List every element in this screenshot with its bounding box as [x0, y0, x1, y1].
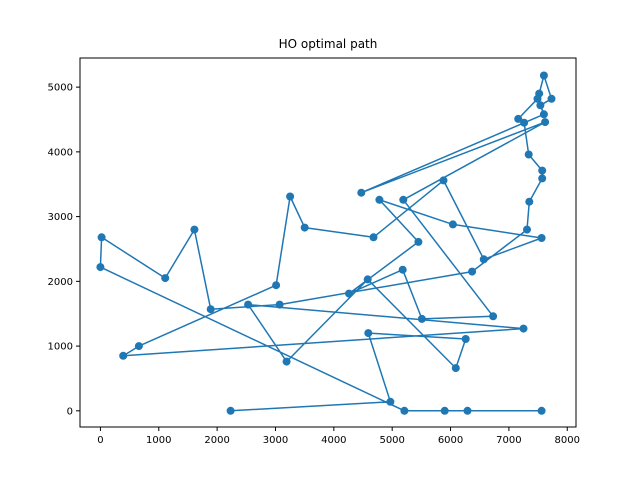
- data-point: [97, 233, 106, 242]
- data-point: [541, 118, 550, 127]
- y-tick-label: 5000: [48, 83, 73, 94]
- x-tick-label: 0: [97, 435, 103, 446]
- series-line: [99, 74, 553, 412]
- data-point: [119, 351, 128, 360]
- data-point: [400, 406, 409, 415]
- x-tick-label: 6000: [438, 435, 463, 446]
- data-point: [364, 329, 373, 338]
- data-point: [451, 364, 460, 373]
- x-tick-label: 2000: [204, 435, 229, 446]
- data-point: [524, 150, 533, 159]
- data-point: [448, 220, 457, 229]
- data-point: [525, 197, 534, 206]
- data-point: [539, 110, 548, 119]
- plot-frame: [79, 57, 577, 428]
- data-point: [272, 281, 281, 290]
- y-tick-label: 1000: [48, 342, 73, 353]
- x-tick-label: 7000: [496, 435, 521, 446]
- data-point: [357, 188, 366, 197]
- data-point: [463, 406, 472, 415]
- data-point: [538, 166, 547, 175]
- y-tick-label: 2000: [48, 277, 73, 288]
- data-point: [479, 255, 488, 264]
- data-point: [375, 195, 384, 204]
- data-point: [275, 300, 284, 309]
- data-point: [161, 274, 170, 283]
- data-point: [399, 195, 408, 204]
- data-point: [468, 267, 477, 276]
- data-point: [533, 94, 542, 103]
- y-tick-label: 4000: [48, 147, 73, 158]
- data-point: [282, 357, 291, 366]
- y-tick-label: 3000: [48, 212, 73, 223]
- data-point: [244, 300, 253, 309]
- data-point: [300, 223, 309, 232]
- data-point: [439, 176, 448, 185]
- data-point: [414, 237, 423, 246]
- data-point: [489, 312, 498, 321]
- data-point: [206, 305, 215, 314]
- chart-title: HO optimal path: [279, 37, 378, 51]
- data-point: [523, 225, 531, 234]
- data-point: [547, 94, 556, 103]
- data-point: [519, 324, 528, 333]
- data-point: [461, 335, 470, 343]
- data-point: [386, 397, 395, 406]
- data-point: [440, 406, 449, 415]
- data-point: [345, 289, 353, 298]
- x-tick-label: 8000: [555, 435, 580, 446]
- data-point: [520, 118, 529, 127]
- x-tick-label: 3000: [263, 435, 288, 446]
- y-tick-label: 0: [67, 406, 73, 417]
- data-point: [537, 406, 546, 415]
- data-point: [226, 406, 235, 415]
- data-point: [190, 225, 199, 234]
- data-point: [286, 192, 295, 201]
- data-point: [514, 114, 523, 123]
- data-point: [536, 101, 545, 110]
- data-point: [417, 314, 426, 323]
- data-point: [363, 275, 372, 284]
- data-point: [369, 233, 378, 242]
- data-point: [134, 342, 143, 351]
- x-tick-label: 5000: [379, 435, 404, 446]
- data-point: [398, 265, 407, 274]
- data-point: [96, 263, 105, 272]
- data-point: [539, 71, 548, 80]
- data-point: [538, 174, 547, 183]
- x-tick-label: 1000: [146, 435, 171, 446]
- data-point: [537, 234, 546, 242]
- x-tick-label: 4000: [321, 435, 346, 446]
